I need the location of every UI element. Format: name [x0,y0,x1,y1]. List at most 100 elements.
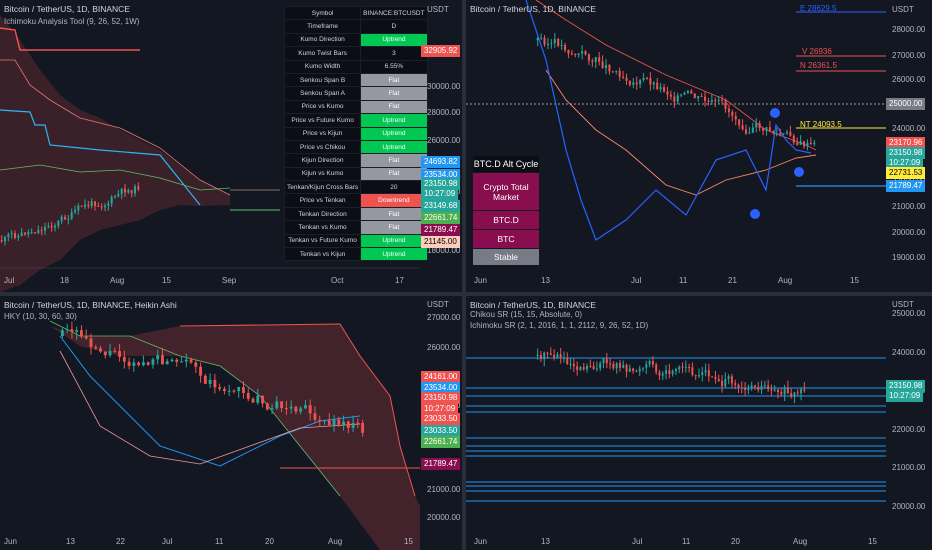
candle [261,395,264,404]
price-tag: 10:27:09 [886,157,924,169]
pane-divider-horizontal[interactable] [0,292,932,296]
price-tick: 24000.00 [892,124,926,133]
candle [665,370,668,374]
chart-pane-bottom-left[interactable]: Bitcoin / TetherUS, 1D, BINANCE, Heikin … [0,296,462,550]
candle [604,65,608,68]
candle [251,398,255,403]
row-label: Tenkan/Kijun Cross Bars [283,180,362,195]
time-label: Jun [474,537,487,546]
indicator-legend-chikou: Chikou SR (15, 15, Absolute, 0) [470,310,583,319]
candle [645,364,648,368]
candle [256,395,260,403]
candle [94,201,96,206]
candle [724,379,727,387]
candle [773,389,776,391]
row-value: Flat [360,206,428,222]
price-tag: 23150.98 [421,178,461,190]
pane-divider-vertical[interactable] [462,0,466,550]
candle [275,401,279,409]
indicator-legend-ichimoku: Ichimoku SR (2, 1, 2016, 1, 1, 2112, 9, … [470,321,649,330]
candle [130,190,133,194]
candle [175,359,179,362]
candle [678,366,681,370]
price-chart[interactable] [466,0,932,292]
candle [782,133,785,135]
row-label: Price vs Chikou [283,139,362,155]
candle [232,390,236,392]
candle [553,38,556,44]
candle [711,376,714,378]
price-tick: 19000.00 [892,253,926,262]
candle [556,354,559,358]
candle [549,353,552,355]
candle [639,79,642,85]
candle [648,361,651,365]
ichimoku-chart[interactable] [0,0,462,292]
candle [714,100,717,102]
candle [758,123,761,129]
zigzag [525,0,812,241]
candle [635,371,638,373]
price-tag: 23150.98 [886,380,926,392]
candle [635,82,638,85]
candle [659,87,662,90]
time-label: 13 [66,537,75,546]
candle [609,363,612,365]
candle [602,358,605,364]
candle [674,369,677,372]
table-row: Senkou Span B Flat [283,72,428,88]
candle [727,108,730,112]
support-resistance-chart[interactable] [466,296,932,550]
candle [587,54,590,61]
candle [27,232,30,235]
candle [671,371,674,374]
candle [589,365,592,367]
row-value: Flat [360,86,428,101]
candle [586,365,589,370]
candle [780,392,783,395]
candle [786,387,789,394]
table-row: Kijun Direction Flat [283,153,428,168]
candle [563,357,565,359]
candle [591,60,594,62]
candle [557,38,560,46]
candle [564,45,567,51]
candle [24,232,26,235]
candle [681,366,684,368]
table-row: Kumo Direction Uptrend [283,32,428,48]
candle [618,70,621,77]
candle [280,401,284,409]
candle [0,240,3,242]
candle [803,141,806,147]
row-label: Symbol [283,5,362,21]
candle [730,376,733,384]
candle [117,193,120,197]
table-row: Tenkan vs Future Kumo Uptrend [283,233,428,249]
alt-cycle-btc: BTC [473,230,539,248]
candle [337,419,341,425]
table-row: Price vs Kijun Uptrend [283,126,428,141]
chart-pane-top-left[interactable]: Bitcoin / TetherUS, 1D, BINANCE Ichimoku… [0,0,462,292]
chart-pane-top-right[interactable]: Bitcoin / TetherUS, 1D, BINANCE USDT 280… [466,0,932,292]
time-label: 15 [868,537,877,546]
time-label: 15 [404,537,413,546]
price-tick: 26000.00 [427,136,461,145]
candle [721,380,724,387]
candle [767,385,770,390]
candle [351,422,355,428]
table-row: Kijun vs Kumo Flat [283,166,428,182]
pivot-low [750,209,760,219]
candle [567,50,570,54]
pivot-recent [794,167,804,177]
chart-pane-bottom-right[interactable]: Bitcoin / TetherUS, 1D, BINANCE Chikou S… [466,296,932,550]
candle [137,186,140,190]
candle [146,362,150,365]
candle [661,373,664,376]
candle [199,366,203,376]
candle [581,51,584,54]
heikin-ashi-chart[interactable] [0,296,462,550]
price-tag: 21145.00 [421,236,460,248]
price-tag: 10:27:09 [421,403,459,415]
time-label: Jul [4,276,15,285]
candle [308,405,312,414]
